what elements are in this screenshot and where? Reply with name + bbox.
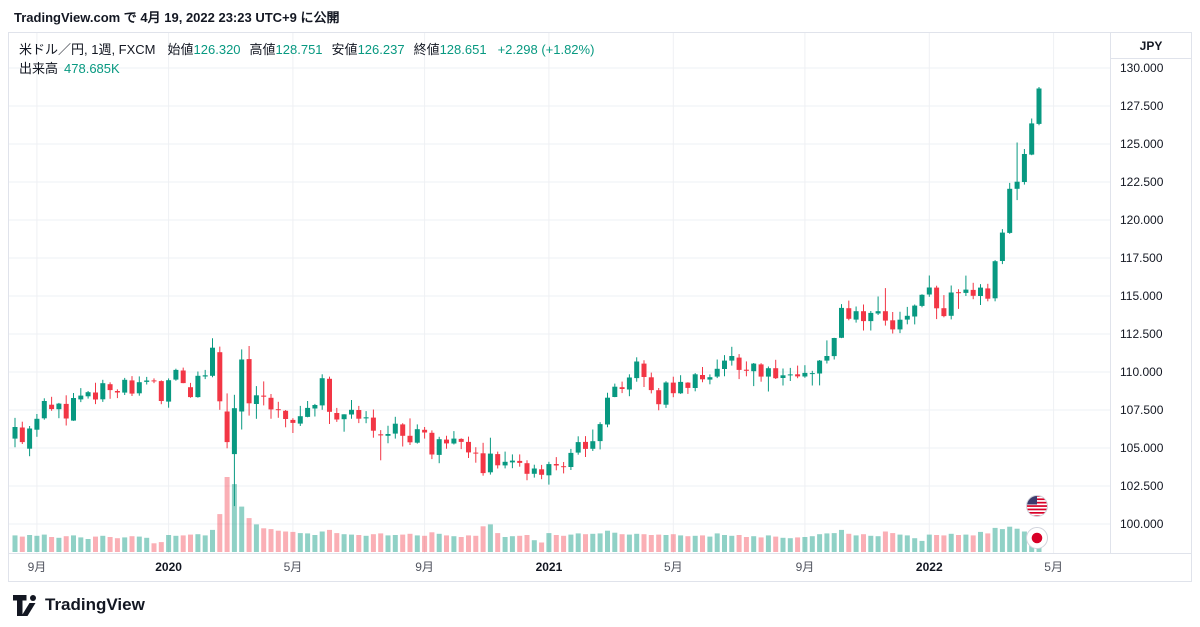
open-value: 126.320 bbox=[193, 42, 241, 57]
legend-row-volume: 出来高 478.685K bbox=[19, 59, 594, 78]
price-scale-label: 120.000 bbox=[1120, 213, 1164, 227]
price-scale-label: 125.000 bbox=[1120, 137, 1164, 151]
currency-label: JPY bbox=[1139, 38, 1163, 53]
time-axis-label: 9月 bbox=[27, 560, 47, 574]
price-scale-label: 100.000 bbox=[1120, 517, 1164, 531]
publish-text: TradingView.com で 4月 19, 2022 23:23 UTC+… bbox=[14, 9, 340, 25]
candlestick-volume-plot[interactable] bbox=[9, 33, 1110, 553]
close-value: 128.651 bbox=[439, 42, 487, 57]
ohlc-low: 安値126.237 bbox=[332, 40, 405, 59]
time-axis-label: 2022 bbox=[915, 560, 943, 574]
time-labels: 9月 2020 5月 9月 2021 5月 9月 2022 5月 bbox=[9, 554, 1110, 581]
price-scale-label: 105.000 bbox=[1120, 441, 1164, 455]
time-axis-label: 5月 bbox=[663, 560, 683, 574]
footer: TradingView bbox=[0, 583, 1200, 627]
low-value: 126.237 bbox=[357, 42, 405, 57]
ohlc-open: 始値126.320 bbox=[168, 40, 241, 59]
price-scale-label: 122.500 bbox=[1120, 175, 1164, 189]
price-scale-label: 107.500 bbox=[1120, 403, 1164, 417]
ohlc-high: 高値128.751 bbox=[250, 40, 323, 59]
price-scale-label: 130.000 bbox=[1120, 61, 1164, 75]
plot-area[interactable]: 米ドル／円, 1週, FXCM 始値126.320 高値128.751 安値12… bbox=[9, 33, 1110, 553]
time-axis-label: 2020 bbox=[155, 560, 182, 574]
brand-name[interactable]: TradingView bbox=[45, 595, 145, 614]
symbol-title[interactable]: 米ドル／円, 1週, FXCM bbox=[19, 42, 156, 57]
price-scale[interactable]: JPY 130.000 127.500 125.000 122.500 120.000 1… bbox=[1110, 33, 1191, 581]
price-scale-label: 117.500 bbox=[1120, 251, 1163, 265]
price-scale-label: 102.500 bbox=[1120, 479, 1164, 493]
price-scale-label: 115.000 bbox=[1120, 289, 1163, 303]
time-scale[interactable]: 9月 2020 5月 9月 2021 5月 9月 2022 5月 bbox=[9, 553, 1191, 581]
time-axis-label: 5月 bbox=[283, 560, 303, 574]
publish-bar: TradingView.com で 4月 19, 2022 23:23 UTC+… bbox=[0, 0, 1200, 32]
ohlc-close: 終値128.651 bbox=[414, 40, 487, 59]
price-scale-label: 110.000 bbox=[1120, 365, 1163, 379]
high-value: 128.751 bbox=[275, 42, 323, 57]
legend: 米ドル／円, 1週, FXCM 始値126.320 高値128.751 安値12… bbox=[19, 40, 594, 78]
volume-value: 478.685K bbox=[64, 61, 120, 76]
high-label: 高値 bbox=[249, 42, 276, 57]
legend-row-ohlc: 米ドル／円, 1週, FXCM 始値126.320 高値128.751 安値12… bbox=[19, 40, 594, 59]
tradingview-logo-icon[interactable] bbox=[13, 594, 38, 616]
change-value: +2.298 (+1.82%) bbox=[497, 42, 595, 57]
currency-badge: JPY bbox=[1111, 33, 1191, 59]
open-label: 始値 bbox=[167, 42, 194, 57]
time-axis-label: 2021 bbox=[535, 560, 563, 574]
chart-panel: 米ドル／円, 1週, FXCM 始値126.320 高値128.751 安値12… bbox=[8, 32, 1192, 582]
symbol-pair-icons bbox=[1026, 495, 1048, 549]
price-scale-label: 127.500 bbox=[1120, 99, 1164, 113]
volume-label: 出来高 bbox=[19, 61, 59, 76]
japan-flag-icon bbox=[1026, 527, 1048, 549]
us-flag-icon bbox=[1026, 495, 1048, 517]
time-axis-label: 9月 bbox=[415, 560, 434, 574]
low-label: 安値 bbox=[331, 42, 358, 57]
time-axis-label: 5月 bbox=[1044, 560, 1063, 574]
time-axis-label: 9月 bbox=[795, 560, 815, 574]
close-label: 終値 bbox=[413, 42, 440, 57]
price-scale-label: 112.500 bbox=[1120, 327, 1163, 341]
price-labels: 130.000 127.500 125.000 122.500 120.000 117.5… bbox=[1111, 33, 1191, 553]
